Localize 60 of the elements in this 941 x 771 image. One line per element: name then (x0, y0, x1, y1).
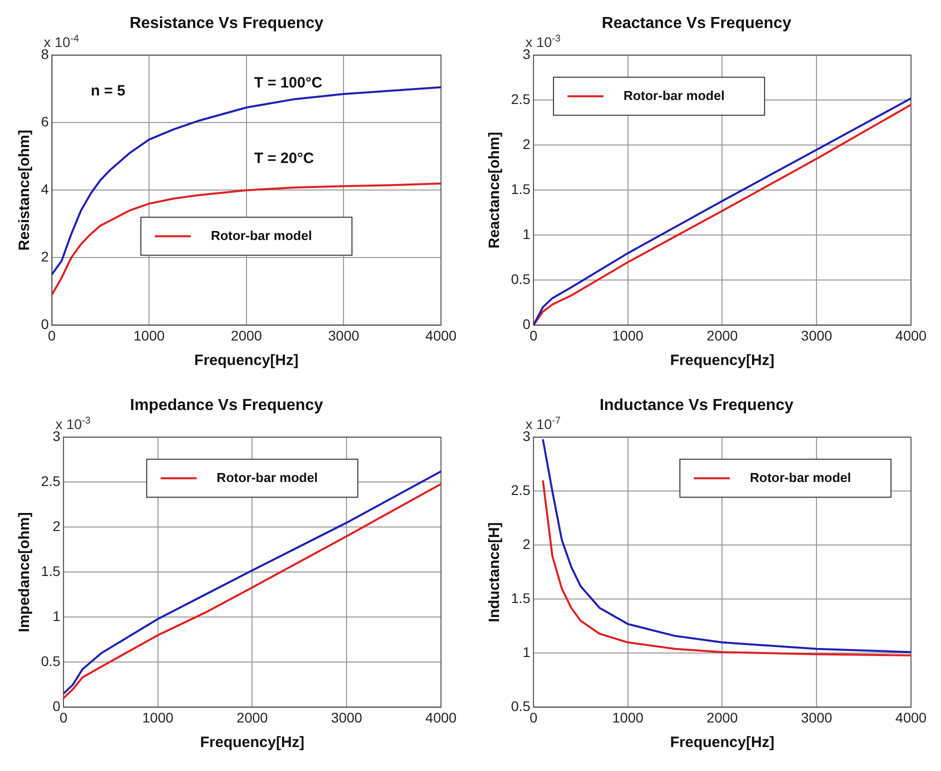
x-tick-label: 1000 (612, 709, 644, 726)
chart-title: Inductance Vs Frequency (600, 397, 794, 414)
y-tick-label: 0 (522, 316, 531, 332)
x-axis-title: Frequency[Hz] (200, 734, 304, 752)
y-tick-label: 0 (40, 316, 49, 332)
y-tick-label: 2 (522, 136, 531, 152)
y-axis-title: Resistance[ohm] (16, 130, 34, 251)
chart-title: Impedance Vs Frequency (130, 397, 324, 414)
y-tick-label: 2.5 (510, 91, 531, 108)
legend-label: Rotor-bar model (216, 470, 318, 485)
annotation: n = 5 (90, 82, 126, 100)
y-tick-label: 0.5 (40, 653, 61, 670)
y-axis-title: Inductance[H] (486, 522, 504, 622)
annotation: T = 20°C (254, 150, 314, 168)
legend-label: Rotor-bar model (210, 228, 312, 243)
x-axis-title: Frequency[Hz] (670, 734, 774, 752)
y-tick-label: 2 (522, 536, 531, 552)
x-tick-label: 2000 (706, 327, 738, 344)
y-tick-label: 3 (522, 428, 531, 444)
annotation: T = 100°C (254, 74, 322, 92)
x-tick-label: 2000 (706, 709, 738, 726)
x-tick-label: 3000 (331, 709, 362, 726)
legend-label: Rotor-bar model (623, 88, 725, 103)
x-tick-label: 4000 (895, 327, 927, 344)
y-tick-label: 1.5 (510, 181, 531, 198)
y-tick-label: 3 (52, 428, 61, 444)
legend-label: Rotor-bar model (750, 470, 852, 485)
chart-title: Reactance Vs Frequency (602, 15, 792, 32)
y-tick-label: 2 (52, 518, 61, 534)
y-tick-label: 0.5 (510, 698, 531, 714)
y-tick-label: 1 (522, 226, 531, 242)
y-tick-label: 4 (40, 181, 49, 198)
x-axis-title: Frequency[Hz] (670, 352, 774, 370)
x-tick-label: 1000 (134, 327, 165, 344)
y-tick-label: 2.5 (40, 473, 61, 490)
chart-title: Resistance Vs Frequency (130, 15, 324, 32)
y-tick-label: 3 (522, 46, 531, 62)
x-tick-label: 1000 (612, 327, 644, 344)
y-tick-label: 1.5 (40, 563, 61, 580)
y-tick-label: 1 (522, 644, 531, 660)
x-axis-title: Frequency[Hz] (194, 352, 298, 370)
y-tick-label: 8 (40, 46, 49, 62)
y-tick-label: 2.5 (510, 482, 531, 498)
x-tick-label: 1000 (142, 709, 174, 726)
x-tick-label: 3000 (801, 327, 832, 344)
y-tick-label: 2 (40, 248, 49, 265)
y-axis-title: Impedance[ohm] (16, 512, 34, 632)
x-tick-label: 3000 (328, 327, 360, 344)
x-tick-label: 2000 (230, 327, 262, 344)
y-tick-label: 0.5 (510, 271, 531, 288)
y-tick-label: 6 (40, 114, 49, 130)
x-tick-label: 2000 (236, 709, 268, 726)
y-axis-title: Reactance[ohm] (486, 132, 504, 249)
x-tick-label: 3000 (801, 709, 832, 726)
y-tick-label: 1.5 (510, 590, 531, 606)
y-tick-label: 1 (52, 608, 61, 624)
y-tick-label: 0 (52, 698, 61, 714)
x-tick-label: 4000 (895, 709, 927, 726)
x-tick-label: 4000 (425, 327, 457, 344)
x-tick-label: 4000 (425, 709, 457, 726)
